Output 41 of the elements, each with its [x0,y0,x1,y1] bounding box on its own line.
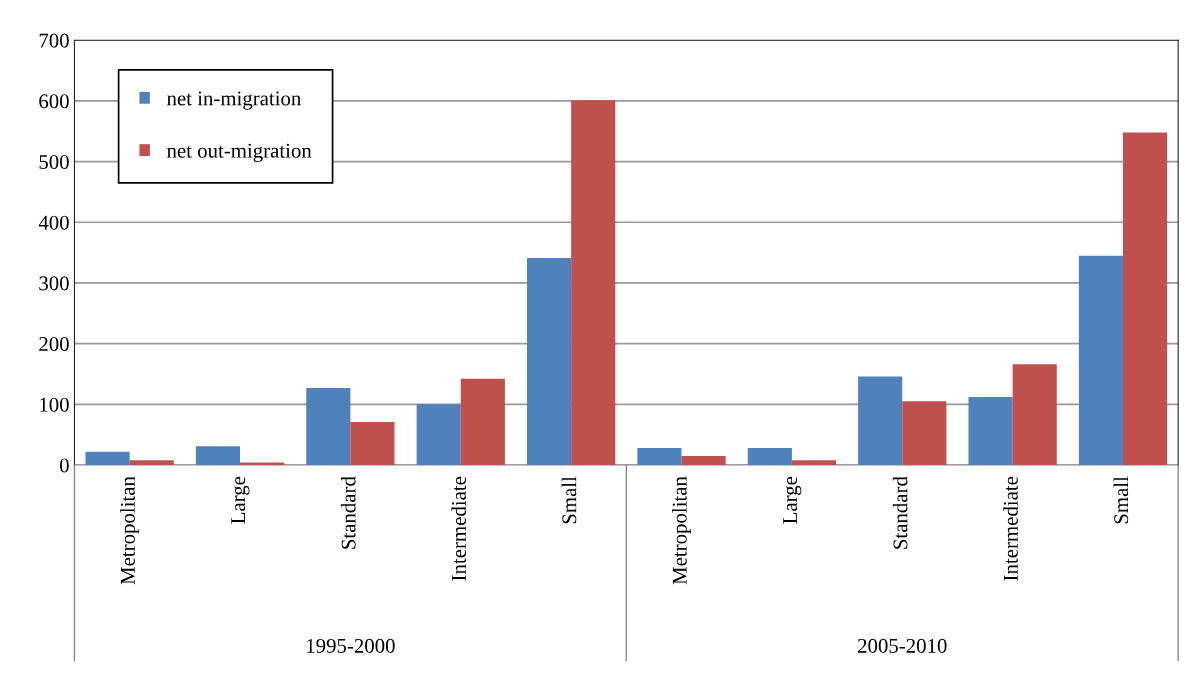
text: 2005-2010 [858,638,947,653]
y-tick-label: 200 [39,337,69,352]
bar [195,446,241,465]
x-tick-label: Standard [340,476,356,549]
bar [416,404,461,465]
bar [747,448,792,465]
bar [1078,255,1123,465]
x-tick-label: Small [1113,476,1129,524]
x-tick-label: Large [231,476,250,524]
bar [968,397,1013,465]
y-tick-label: 300 [39,276,69,291]
bar [791,460,837,465]
x-tick-label: Intermediate [1003,476,1018,581]
x-tick-label: Standard [892,476,908,549]
legend-label: net in-migration [167,91,302,110]
bar [902,401,947,465]
text: 1995-2000 [307,638,395,653]
bar [306,387,351,465]
y-tick-label: 400 [38,215,69,230]
x-tick-label: Large [783,476,802,524]
legend-label: net out-migration [167,143,312,162]
x-tick-label: Small [561,476,577,524]
y-tick-label: 700 [39,33,69,48]
bar [129,460,174,465]
y-tick-label: 600 [39,94,69,109]
bar [1012,364,1057,465]
bar [85,451,130,465]
x-tick-label: Metropolitan [672,476,691,585]
y-tick-label: 0 [59,458,69,473]
x-tick-label: Intermediate [451,476,466,581]
bar [526,258,572,465]
bar [637,448,682,465]
y-tick-label: 100 [40,397,69,412]
bar [1123,132,1168,465]
bar [681,455,726,465]
bar [460,378,505,465]
bar [350,421,395,465]
y-tick-label: 500 [39,154,69,169]
bar [571,100,616,465]
x-tick-label: Metropolitan [120,476,140,585]
bar [858,376,903,465]
